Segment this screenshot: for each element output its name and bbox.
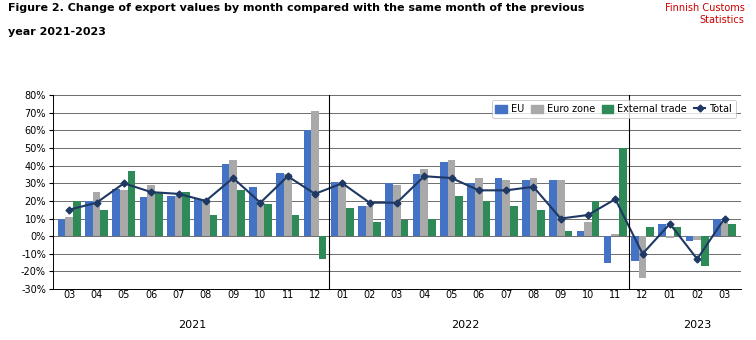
- Bar: [311, 111, 319, 236]
- Bar: [85, 201, 93, 236]
- Bar: [73, 201, 81, 236]
- Bar: [455, 195, 463, 236]
- Bar: [538, 210, 545, 236]
- Bar: [420, 169, 428, 236]
- Bar: [194, 199, 202, 236]
- Bar: [319, 236, 327, 259]
- Bar: [366, 206, 373, 236]
- Bar: [256, 201, 265, 236]
- Bar: [265, 204, 272, 236]
- Bar: [502, 180, 510, 236]
- Bar: [693, 236, 701, 240]
- Text: 2022: 2022: [451, 320, 479, 329]
- Bar: [720, 222, 728, 236]
- Bar: [57, 219, 66, 236]
- Bar: [604, 236, 612, 262]
- Bar: [202, 199, 209, 236]
- Bar: [249, 187, 256, 236]
- Bar: [386, 183, 393, 236]
- Bar: [346, 208, 354, 236]
- Bar: [549, 180, 557, 236]
- Bar: [529, 178, 538, 236]
- Bar: [440, 162, 448, 236]
- Bar: [674, 227, 681, 236]
- Bar: [303, 131, 311, 236]
- Bar: [339, 182, 346, 236]
- Bar: [658, 224, 666, 236]
- Bar: [448, 160, 455, 236]
- Bar: [413, 174, 420, 236]
- Bar: [113, 189, 120, 236]
- Bar: [120, 190, 128, 236]
- Text: Finnish Customs
Statistics: Finnish Customs Statistics: [665, 3, 745, 25]
- Bar: [229, 160, 237, 236]
- Bar: [510, 206, 518, 236]
- Bar: [182, 192, 190, 236]
- Bar: [494, 178, 502, 236]
- Bar: [713, 219, 720, 236]
- Bar: [428, 219, 435, 236]
- Bar: [222, 164, 229, 236]
- Bar: [101, 210, 108, 236]
- Bar: [467, 183, 475, 236]
- Bar: [284, 174, 292, 236]
- Bar: [128, 171, 135, 236]
- Bar: [482, 201, 490, 236]
- Bar: [631, 236, 639, 261]
- Bar: [276, 173, 284, 236]
- Bar: [175, 195, 182, 236]
- Text: 2023: 2023: [683, 320, 711, 329]
- Legend: EU, Euro zone, External trade, Total: EU, Euro zone, External trade, Total: [491, 100, 736, 118]
- Bar: [701, 236, 708, 266]
- Text: 2021: 2021: [178, 320, 206, 329]
- Bar: [331, 182, 339, 236]
- Bar: [666, 236, 674, 238]
- Bar: [646, 227, 654, 236]
- Bar: [237, 190, 245, 236]
- Bar: [475, 178, 482, 236]
- Bar: [147, 185, 155, 236]
- Bar: [612, 234, 619, 236]
- Bar: [393, 185, 401, 236]
- Bar: [373, 222, 381, 236]
- Bar: [93, 192, 101, 236]
- Bar: [584, 222, 592, 236]
- Bar: [209, 215, 217, 236]
- Text: year 2021-2023: year 2021-2023: [8, 27, 105, 37]
- Bar: [292, 215, 299, 236]
- Bar: [401, 220, 408, 236]
- Bar: [577, 231, 584, 236]
- Bar: [358, 206, 366, 236]
- Bar: [140, 198, 147, 236]
- Bar: [167, 195, 175, 236]
- Bar: [639, 236, 646, 278]
- Bar: [592, 201, 600, 236]
- Bar: [686, 236, 693, 241]
- Bar: [728, 224, 736, 236]
- Bar: [557, 180, 565, 236]
- Bar: [522, 180, 529, 236]
- Bar: [155, 192, 163, 236]
- Text: Figure 2. Change of export values by month compared with the same month of the p: Figure 2. Change of export values by mon…: [8, 3, 584, 13]
- Bar: [66, 217, 73, 236]
- Bar: [619, 148, 627, 236]
- Bar: [565, 231, 572, 236]
